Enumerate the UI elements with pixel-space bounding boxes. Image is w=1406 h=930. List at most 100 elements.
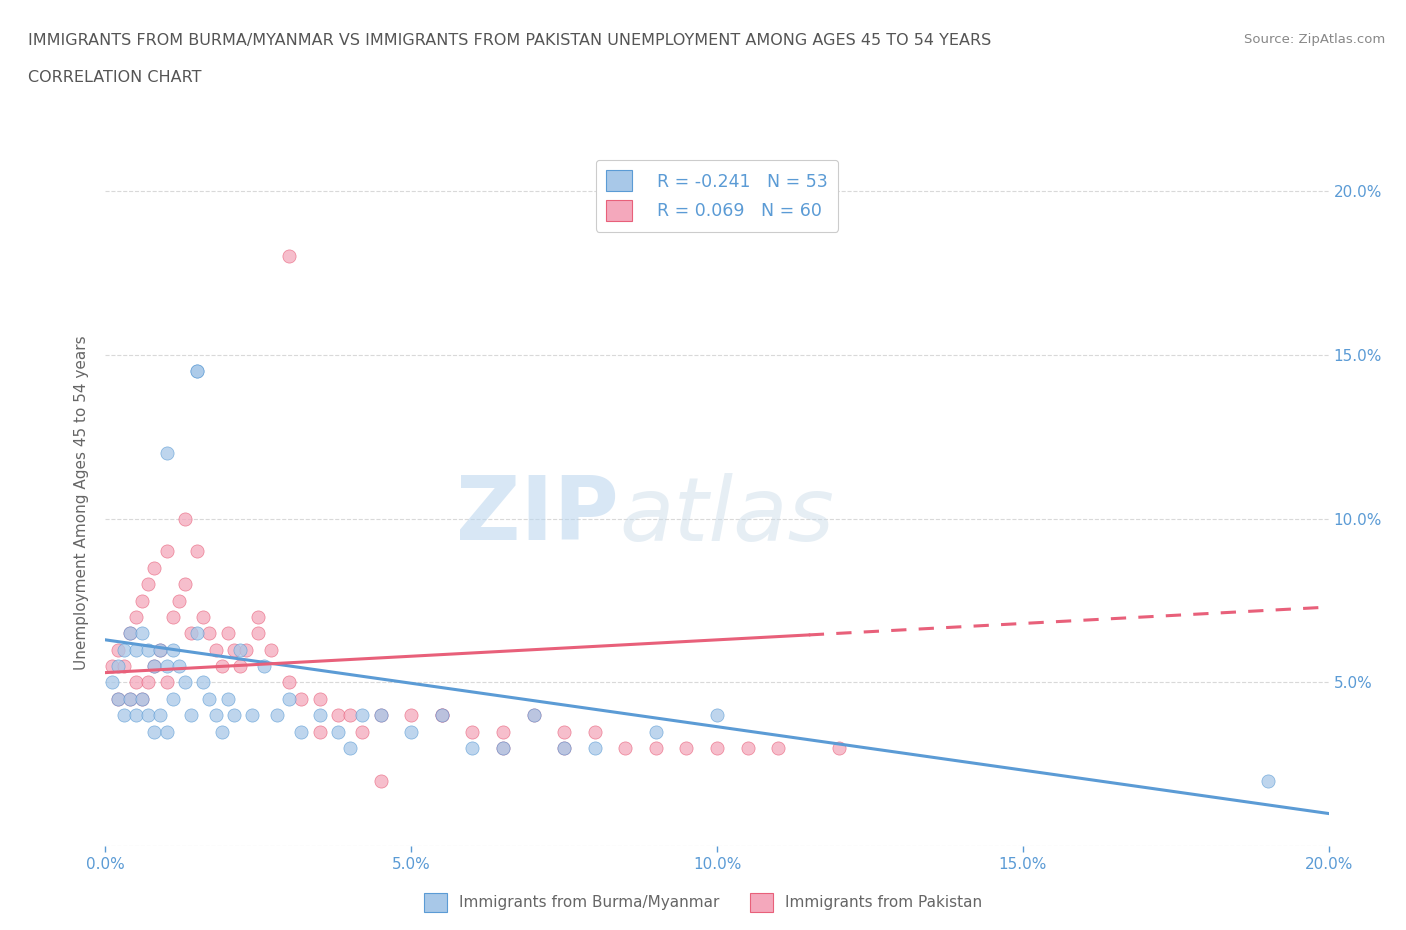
Legend: Immigrants from Burma/Myanmar, Immigrants from Pakistan: Immigrants from Burma/Myanmar, Immigrant…: [418, 887, 988, 918]
Point: [118, 626, 141, 641]
Point: [174, 577, 197, 591]
Point: [118, 691, 141, 706]
Point: [204, 708, 226, 723]
Point: [107, 691, 129, 706]
Point: [174, 675, 197, 690]
Point: [737, 740, 759, 755]
Point: [644, 724, 666, 739]
Point: [370, 774, 392, 789]
Point: [136, 577, 159, 591]
Point: [339, 740, 361, 755]
Point: [240, 708, 263, 723]
Point: [583, 724, 606, 739]
Point: [326, 708, 349, 723]
Point: [155, 445, 177, 460]
Point: [167, 593, 190, 608]
Point: [401, 724, 423, 739]
Point: [136, 675, 159, 690]
Legend:   R = -0.241   N = 53,   R = 0.069   N = 60: R = -0.241 N = 53, R = 0.069 N = 60: [596, 160, 838, 232]
Point: [259, 643, 281, 658]
Point: [143, 658, 166, 673]
Point: [180, 708, 202, 723]
Text: ZIP: ZIP: [457, 472, 619, 560]
Point: [222, 708, 245, 723]
Point: [675, 740, 697, 755]
Point: [155, 658, 177, 673]
Point: [155, 724, 177, 739]
Point: [217, 691, 239, 706]
Point: [180, 626, 202, 641]
Point: [149, 708, 172, 723]
Point: [125, 675, 148, 690]
Point: [217, 626, 239, 641]
Point: [1256, 774, 1278, 789]
Point: [107, 691, 129, 706]
Point: [583, 740, 606, 755]
Point: [100, 675, 122, 690]
Point: [193, 675, 215, 690]
Point: [461, 724, 484, 739]
Point: [211, 658, 233, 673]
Point: [143, 658, 166, 673]
Point: [131, 691, 153, 706]
Point: [352, 724, 374, 739]
Point: [278, 249, 301, 264]
Point: [614, 740, 637, 755]
Point: [370, 708, 392, 723]
Point: [235, 643, 257, 658]
Point: [461, 740, 484, 755]
Point: [136, 643, 159, 658]
Point: [430, 708, 453, 723]
Point: [290, 724, 312, 739]
Point: [553, 724, 575, 739]
Point: [131, 626, 153, 641]
Point: [167, 658, 190, 673]
Point: [136, 708, 159, 723]
Point: [278, 675, 301, 690]
Point: [143, 724, 166, 739]
Point: [125, 708, 148, 723]
Point: [118, 626, 141, 641]
Point: [229, 658, 252, 673]
Point: [162, 643, 184, 658]
Point: [370, 708, 392, 723]
Text: IMMIGRANTS FROM BURMA/MYANMAR VS IMMIGRANTS FROM PAKISTAN UNEMPLOYMENT AMONG AGE: IMMIGRANTS FROM BURMA/MYANMAR VS IMMIGRA…: [28, 33, 991, 47]
Point: [131, 691, 153, 706]
Point: [430, 708, 453, 723]
Point: [401, 708, 423, 723]
Point: [768, 740, 790, 755]
Point: [162, 691, 184, 706]
Y-axis label: Unemployment Among Ages 45 to 54 years: Unemployment Among Ages 45 to 54 years: [75, 335, 90, 670]
Point: [492, 740, 515, 755]
Point: [430, 708, 453, 723]
Point: [131, 593, 153, 608]
Point: [523, 708, 546, 723]
Point: [247, 626, 270, 641]
Point: [186, 626, 208, 641]
Point: [162, 609, 184, 624]
Point: [644, 740, 666, 755]
Point: [492, 724, 515, 739]
Point: [149, 643, 172, 658]
Point: [174, 512, 197, 526]
Text: atlas: atlas: [619, 473, 834, 559]
Point: [211, 724, 233, 739]
Point: [125, 609, 148, 624]
Text: CORRELATION CHART: CORRELATION CHART: [28, 70, 201, 85]
Point: [553, 740, 575, 755]
Point: [266, 708, 288, 723]
Point: [553, 740, 575, 755]
Point: [492, 740, 515, 755]
Point: [247, 609, 270, 624]
Point: [125, 643, 148, 658]
Point: [112, 643, 135, 658]
Point: [112, 708, 135, 723]
Point: [706, 740, 728, 755]
Point: [828, 740, 851, 755]
Point: [706, 708, 728, 723]
Point: [222, 643, 245, 658]
Point: [107, 658, 129, 673]
Point: [339, 708, 361, 723]
Text: Source: ZipAtlas.com: Source: ZipAtlas.com: [1244, 33, 1385, 46]
Point: [308, 724, 330, 739]
